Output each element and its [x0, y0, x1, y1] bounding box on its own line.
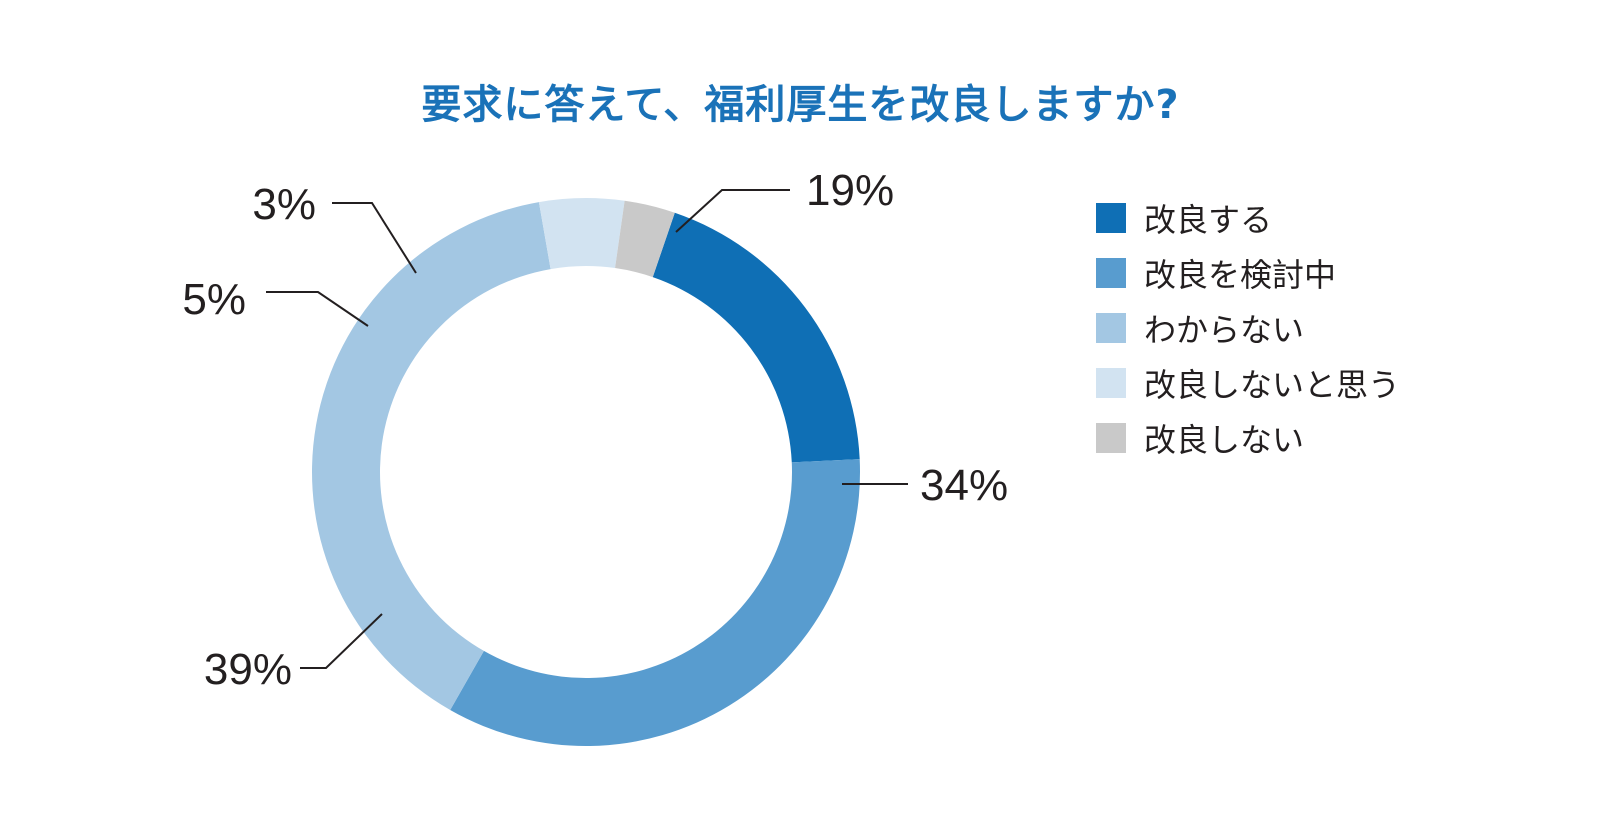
value-labels: 19% 34% 39% 5%3%: [182, 166, 1008, 694]
legend-label: わからない: [1144, 310, 1305, 349]
leader-line: [332, 202, 417, 274]
legend-swatch: [1096, 202, 1126, 233]
legend-item: 改良する: [1096, 190, 1400, 245]
legend: 改良する 改良を検討中 わからない 改良しないと思う 改良しない: [1096, 190, 1400, 465]
donut-slice: [652, 212, 860, 463]
donut-slice: [450, 459, 860, 746]
donut-slice: [312, 202, 551, 710]
leader-line: [266, 291, 369, 327]
legend-label: 改良を検討中: [1144, 255, 1337, 294]
legend-swatch: [1096, 257, 1126, 288]
legend-item: 改良しないと思う: [1096, 355, 1400, 410]
leader-line: [675, 189, 790, 233]
value-label: 3%: [252, 180, 316, 229]
value-label: 5%: [182, 275, 246, 324]
value-label: 34%: [920, 461, 1008, 510]
donut-slice: [538, 198, 625, 270]
value-label: 39%: [204, 645, 292, 694]
legend-swatch: [1096, 367, 1126, 398]
donut-slice: [615, 200, 675, 278]
legend-item: 改良を検討中: [1096, 245, 1400, 300]
legend-label: 改良しないと思う: [1144, 365, 1401, 404]
legend-item: 改良しない: [1096, 410, 1400, 465]
legend-swatch: [1096, 422, 1126, 453]
legend-item: わからない: [1096, 300, 1400, 355]
donut-slices: [312, 198, 860, 746]
legend-swatch: [1096, 312, 1126, 343]
chart-title: 要求に答えて、福利厚生を改良しますか?: [421, 82, 1180, 128]
value-label: 19%: [806, 166, 894, 215]
leader-line: [300, 613, 383, 669]
legend-label: 改良する: [1144, 200, 1273, 239]
legend-label: 改良しない: [1144, 420, 1305, 459]
